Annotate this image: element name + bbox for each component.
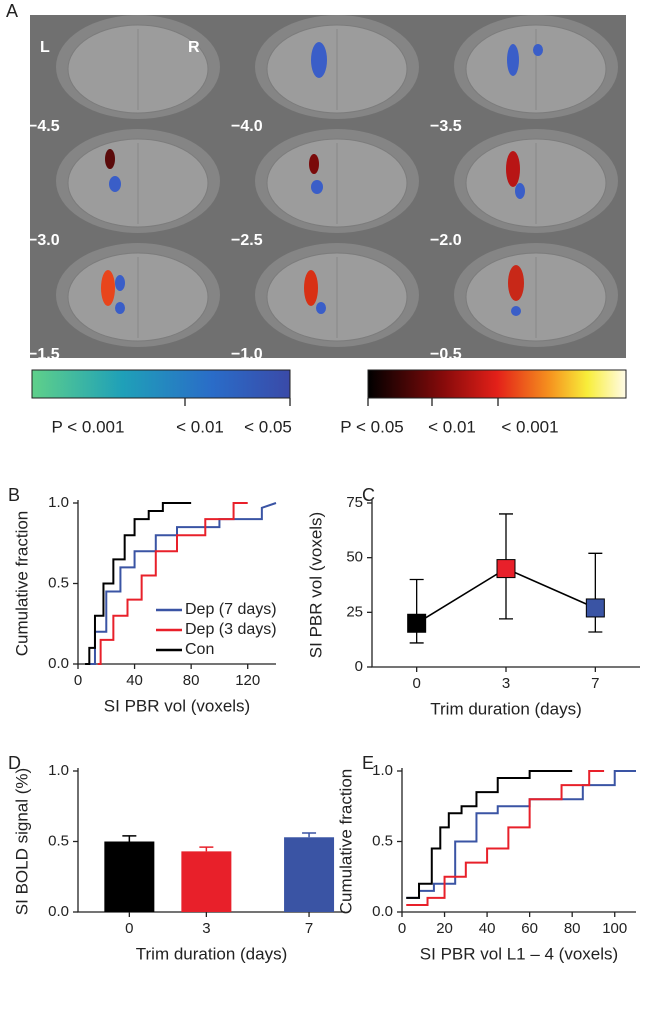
y-axis-label: Cumulative fraction [12,511,31,657]
activation [533,44,543,56]
cdf-line [89,502,277,665]
x-axis-label: Trim duration (days) [430,699,581,718]
marker [496,559,516,579]
activation [304,270,318,306]
colorbar-label: < 0.001 [501,417,558,436]
panel-label: D [8,753,21,773]
slice-label: −3.5 [430,118,462,135]
activation [105,149,115,169]
activation [507,44,519,76]
y-tick-label: 0.5 [48,832,69,849]
error-bar [302,832,317,838]
x-tick-label: 3 [202,920,210,937]
x-tick-label: 120 [235,672,260,689]
colorbar-label: P < 0.05 [340,417,404,436]
y-tick-label: 1.0 [48,762,69,779]
hemisphere-label: R [188,39,200,56]
activation [115,302,125,314]
y-tick-label: 0.0 [48,903,69,920]
y-tick-label: 1.0 [48,494,69,511]
x-tick-label: 0 [74,672,82,689]
colorbar-label: P < 0.001 [52,417,125,436]
x-tick-label: 7 [305,920,313,937]
slice-label: −1.5 [28,346,60,363]
x-tick-label: 40 [479,920,496,937]
legend-label: Dep (3 days) [185,621,277,638]
y-tick-label: 50 [346,549,363,566]
colorbar [367,369,627,399]
y-axis-label: Cumulative fraction [336,769,355,915]
hemisphere-label: L [40,39,50,56]
mri-slices: −4.5 −4.0 −3.5 −3.0 −2.5 −2.0 −1.5 −1.0 −0.5 [28,15,618,363]
panel-label: C [362,485,375,505]
activation [311,42,327,78]
x-tick-label: 60 [521,920,538,937]
activation [511,306,521,316]
cdf-line [85,502,192,665]
y-tick-label: 1.0 [372,762,393,779]
colorbar-label: < 0.01 [176,417,224,436]
cdf-line [406,770,605,906]
cdf-line [406,770,573,899]
x-axis-label: Trim duration (days) [136,944,287,963]
panel-label: A [6,1,18,21]
x-tick-label: 80 [564,920,581,937]
y-tick-label: 0.5 [372,832,393,849]
colorbar-label: < 0.01 [428,417,476,436]
x-tick-label: 40 [126,672,143,689]
colorbar-label: < 0.05 [244,417,292,436]
slice-label: −4.5 [28,118,60,135]
x-tick-label: 7 [591,675,599,692]
x-tick-label: 20 [436,920,453,937]
cdf-line [97,502,248,665]
legend-label: Con [185,641,214,658]
y-tick-label: 0.5 [48,574,69,591]
bar [181,851,232,912]
slice-label: −2.0 [430,232,462,249]
activation [508,265,524,301]
y-tick-label: 25 [346,603,363,620]
panel-label: E [362,753,374,773]
activation [311,180,323,194]
panel-label: B [8,485,20,505]
y-axis-label: SI PBR vol (voxels) [306,512,325,658]
activation [309,154,319,174]
activation [506,151,520,187]
activation [316,302,326,314]
x-tick-label: 0 [412,675,420,692]
activation [101,270,115,306]
x-axis-label: SI PBR vol (voxels) [104,696,250,715]
x-tick-label: 80 [183,672,200,689]
axis [401,768,636,913]
y-tick-label: 0 [355,658,363,675]
slice-label: −3.0 [28,232,60,249]
y-tick-label: 0.0 [48,655,69,672]
x-tick-label: 0 [125,920,133,937]
x-axis-label: SI PBR vol L1 – 4 (voxels) [420,944,618,963]
legend-label: Dep (7 days) [185,601,277,618]
marker [585,598,605,618]
bar [104,841,155,912]
error-bar [409,578,424,644]
slice-label: −1.0 [231,346,263,363]
y-tick-label: 75 [346,494,363,511]
x-tick-label: 100 [602,920,627,937]
activation [115,275,125,291]
x-tick-label: 3 [502,675,510,692]
activation [515,183,525,199]
slice-label: −4.0 [231,118,263,135]
colorbar [31,369,291,399]
y-tick-label: 0.0 [372,903,393,920]
error-bar [122,835,137,842]
slice-label: −0.5 [430,346,462,363]
error-bar [588,552,603,633]
x-tick-label: 0 [398,920,406,937]
error-bar [199,846,214,852]
slice-label: −2.5 [231,232,263,249]
bar [284,837,335,912]
y-axis-label: SI BOLD signal (%) [12,768,31,915]
activation [109,176,121,192]
marker [407,613,427,633]
